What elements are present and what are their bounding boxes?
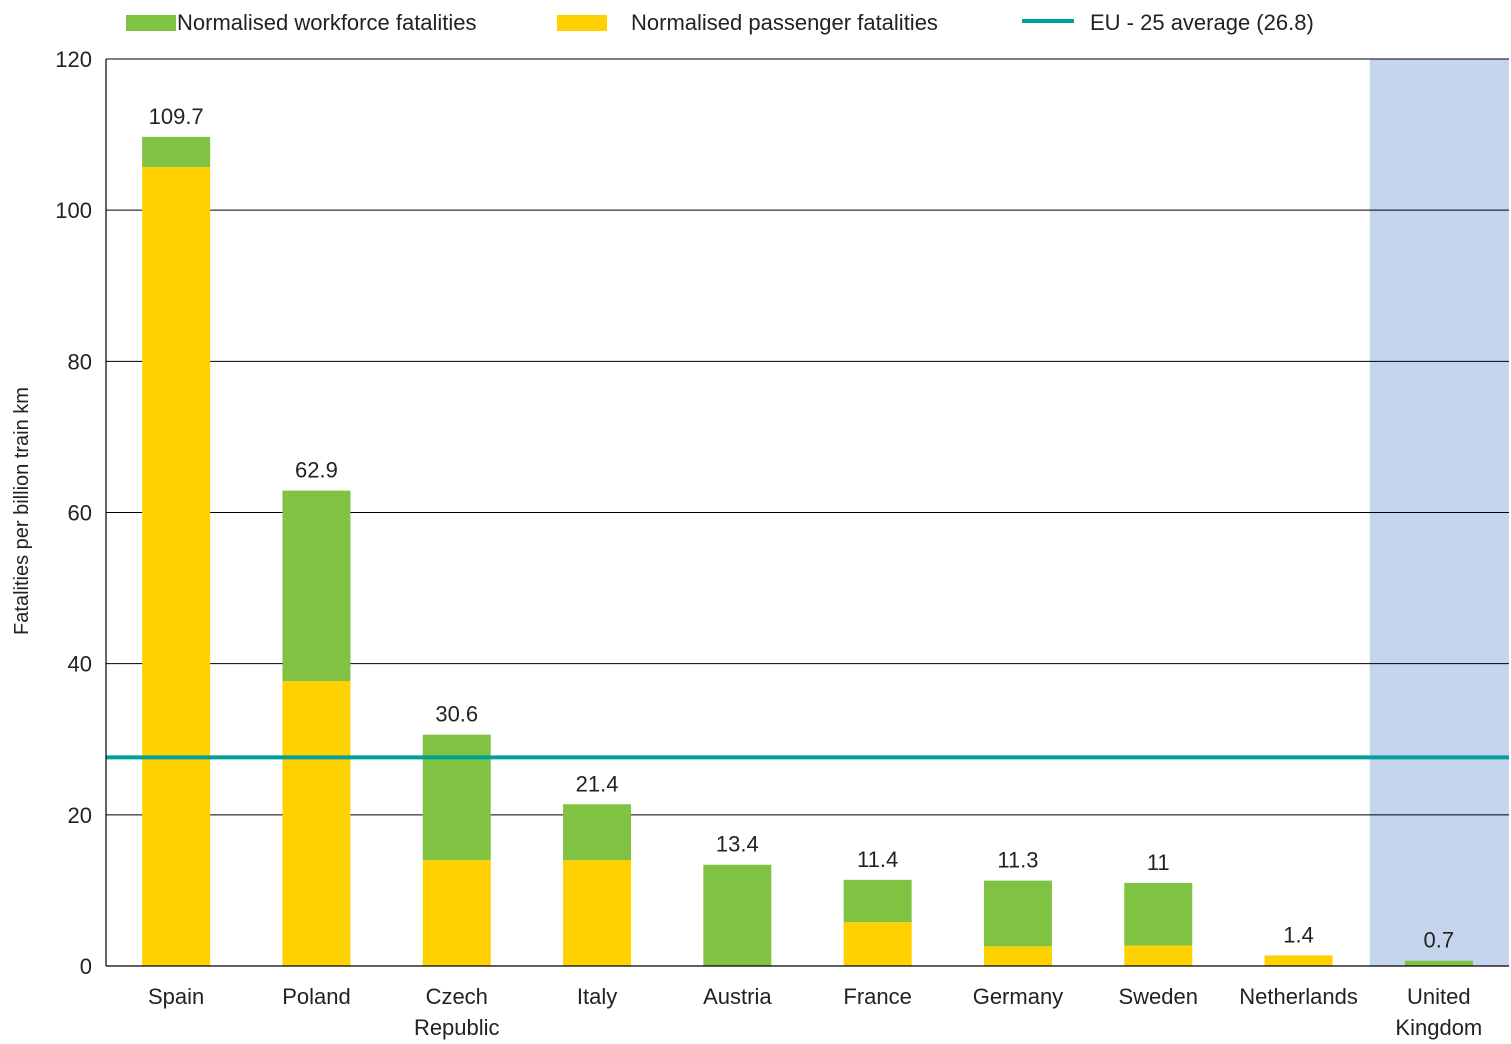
bar-value-label: 62.9 (295, 458, 338, 483)
bar-value-label: 109.7 (149, 104, 204, 129)
legend-swatch (126, 15, 176, 31)
bar-segment (703, 864, 772, 966)
bar-segment (1124, 882, 1193, 946)
x-category-label: Czech Republic (414, 984, 500, 1040)
x-category-label: Sweden (1118, 984, 1198, 1009)
y-tick-label: 60 (68, 501, 92, 526)
bar-segment (282, 490, 351, 682)
bar-value-label: 13.4 (716, 832, 759, 857)
x-category-label: Austria (703, 984, 772, 1009)
bar-segment (843, 879, 912, 923)
y-tick-label: 20 (68, 803, 92, 828)
x-category-label: Germany (973, 984, 1063, 1009)
bar-segment (142, 167, 211, 966)
legend-label: EU - 25 average (26.8) (1090, 10, 1314, 35)
bar-value-label: 0.7 (1424, 928, 1455, 953)
bar-value-label: 11.3 (997, 848, 1038, 873)
bar-segment (563, 860, 632, 966)
bar-segment (422, 734, 491, 861)
x-category-label: Poland (282, 984, 351, 1009)
y-tick-label: 40 (68, 652, 92, 677)
bar-segment (983, 946, 1052, 966)
bar-value-label: 21.4 (576, 771, 619, 796)
y-tick-label: 80 (68, 349, 92, 374)
legend-label: Normalised workforce fatalities (177, 10, 477, 35)
bar-value-label: 1.4 (1283, 922, 1314, 947)
bar-segment (422, 860, 491, 966)
bar-segment (142, 136, 211, 168)
bar-value-label: 11 (1147, 850, 1170, 875)
bar-segment (843, 922, 912, 966)
x-category-label: United Kingdom (1395, 984, 1482, 1040)
bar-segment (1124, 945, 1193, 966)
y-tick-label: 100 (55, 198, 92, 223)
x-category-label: Spain (148, 984, 204, 1009)
legend-label: Normalised passenger fatalities (631, 10, 938, 35)
legend-swatch (557, 15, 607, 31)
bar-segment (1264, 955, 1333, 966)
bar-segment (983, 880, 1052, 947)
bar-segment (1404, 960, 1473, 966)
y-axis-title: Fatalities per billion train km (11, 387, 33, 635)
y-tick-label: 0 (80, 954, 92, 979)
y-tick-label: 120 (55, 47, 92, 72)
x-category-label: Netherlands (1239, 984, 1358, 1009)
bar-segment (282, 681, 351, 966)
bar-segment (563, 804, 632, 861)
bar-value-label: 11.4 (857, 847, 898, 872)
x-category-label: Italy (577, 984, 617, 1009)
bar-value-label: 30.6 (435, 702, 478, 727)
x-category-label: France (843, 984, 911, 1009)
